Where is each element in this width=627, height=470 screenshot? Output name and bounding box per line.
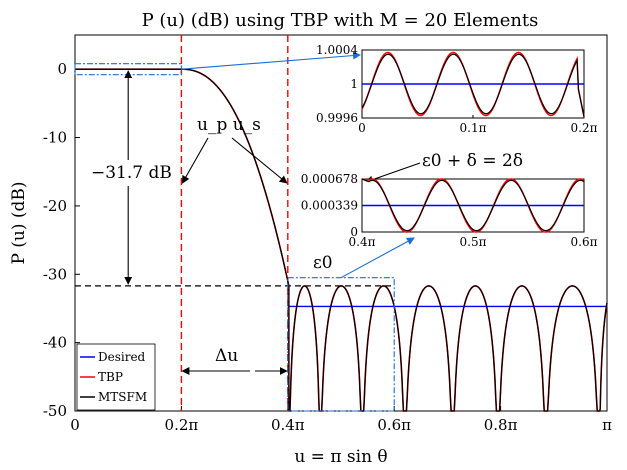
legend-label-tbp: TBP — [98, 370, 123, 384]
annotation-up-us: u_p u_s — [197, 115, 261, 135]
legend-label-mtsfm: MTSFM — [98, 390, 147, 404]
inset-x-tick-label: 0 — [358, 121, 366, 135]
annotation-sidelobe-db: −31.7 dB — [91, 163, 172, 183]
inset-x-tick-label: 0.2π — [571, 121, 598, 135]
inset-x-tick-label: 0.5π — [460, 235, 487, 249]
y-tick-label: -50 — [43, 402, 67, 420]
inset-y-tick-label: 0.000339 — [301, 199, 358, 213]
legend-label-desired: Desired — [98, 350, 146, 364]
x-axis-ticks: 0 0.2π 0.4π 0.6π 0.8π π — [70, 406, 612, 434]
x-tick-label: 0.4π — [271, 416, 305, 434]
x-axis-label: u = π sin θ — [294, 447, 387, 467]
annotation-eps-delta: ε0 + δ = 2δ — [422, 151, 523, 171]
inset-x-tick-label: 0.4π — [349, 235, 376, 249]
inset-tbp-curve — [361, 178, 585, 233]
us-arrow — [231, 137, 288, 184]
legend: Desired TBP MTSFM — [76, 343, 156, 411]
x-tick-label: 0.6π — [377, 416, 411, 434]
y-axis-ticks: 0 -10 -20 -30 -40 -50 — [43, 60, 80, 420]
passband-inset: 0 0.1π 0.2π 1.0004 1 0.9996 — [316, 43, 598, 135]
x-tick-label: 0.2π — [165, 416, 199, 434]
inset-y-tick-label: 0.9996 — [316, 111, 358, 125]
x-tick-label: π — [602, 416, 612, 434]
up-arrow — [181, 137, 209, 184]
y-tick-label: -30 — [43, 265, 67, 283]
x-tick-label: 0.8π — [484, 416, 518, 434]
inset-x-tick-label: 0.1π — [460, 121, 487, 135]
y-axis-label: P (u) (dB) — [9, 181, 29, 264]
inset-y-tick-label: 1.0004 — [316, 43, 358, 57]
annotation-eps0: ε0 — [313, 253, 333, 273]
inset-x-tick-label: 0.6π — [571, 235, 598, 249]
y-tick-label: -40 — [43, 334, 67, 352]
mtsfm-curve — [75, 68, 608, 412]
chart-title: P (u) (dB) using TBP with M = 20 Element… — [142, 10, 539, 31]
inset-mtsfm-curve — [361, 53, 585, 117]
x-tick-label: 0 — [70, 416, 80, 434]
stopband-inset: 0.4π 0.5π 0.6π 0.000678 0.000339 0 — [301, 172, 598, 249]
inset-y-tick-label: 1 — [350, 77, 358, 91]
passband-zoom-arrow — [181, 51, 361, 70]
annotation-delta-u: Δu — [215, 346, 238, 366]
inset-y-tick-label: 0.000678 — [301, 172, 358, 186]
inset-y-tick-label: 0 — [350, 225, 358, 239]
inset-mtsfm-curve — [361, 178, 585, 232]
y-tick-label: -20 — [43, 197, 67, 215]
stopband-zoom-arrow — [340, 237, 415, 279]
y-tick-label: 0 — [57, 60, 67, 78]
y-tick-label: -10 — [43, 129, 67, 147]
